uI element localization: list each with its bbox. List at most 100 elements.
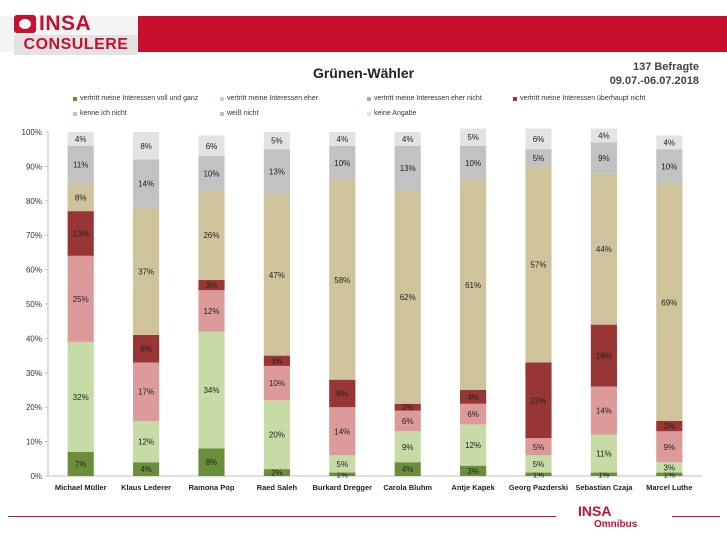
- bar-segment: [329, 145, 356, 181]
- bar-segment: [394, 462, 421, 476]
- legend-swatch: [367, 96, 371, 101]
- bar-data-label: 5%: [533, 460, 545, 469]
- bar-segment: [198, 290, 225, 332]
- x-category-label: Georg Pazderski: [509, 483, 568, 492]
- bar-segment: [67, 451, 94, 476]
- legend-swatch: [73, 96, 77, 101]
- x-category-label: Raed Saleh: [257, 483, 298, 492]
- respondents-count: 137 Befragte: [632, 61, 699, 73]
- legend-item: kenne ich nicht: [73, 110, 127, 117]
- y-tick-label: 80%: [26, 197, 42, 206]
- bar-segment: [263, 400, 290, 470]
- bar-data-label: 5%: [533, 443, 545, 452]
- x-category-label: Sebastian Czaja: [575, 483, 633, 492]
- bar-segment: [133, 159, 160, 208]
- bar-data-label: 12%: [203, 307, 219, 316]
- bar-segment: [394, 145, 421, 191]
- bar-data-label: 25%: [73, 295, 89, 304]
- legend-swatch: [73, 111, 77, 116]
- bar-segment: [590, 472, 617, 476]
- survey-meta: 137 Befragte 09.07.-06.07.2018: [610, 60, 699, 88]
- bar-segment: [460, 424, 487, 466]
- bar-segment: [198, 135, 225, 157]
- bar-segment: [198, 190, 225, 280]
- bar-data-label: 58%: [334, 276, 350, 285]
- legend-item: vertritt meine Interessen überhaupt nich…: [513, 95, 645, 102]
- bar-segment: [329, 407, 356, 456]
- bar-data-label: 1%: [337, 470, 349, 479]
- legend-item: vertritt meine Interessen eher: [220, 95, 318, 102]
- bar-data-label: 5%: [337, 460, 349, 469]
- legend-item: keine Angabe: [367, 110, 416, 117]
- bar-data-label: 3%: [664, 463, 676, 472]
- bar-segment: [67, 255, 94, 342]
- bar-segment: [656, 472, 683, 476]
- bar-segment: [460, 128, 487, 146]
- bar-segment: [263, 193, 290, 356]
- x-category-label: Antje Kapek: [451, 483, 495, 492]
- x-category-label: Marcel Luthe: [646, 483, 692, 492]
- bar-segment: [525, 362, 552, 439]
- bar-segment: [263, 355, 290, 366]
- bar-data-label: 1%: [533, 470, 545, 479]
- logo-top-row: INSA: [14, 13, 91, 34]
- chart-title: Grünen-Wähler: [312, 65, 415, 81]
- x-category-label: Burkard Dregger: [312, 483, 372, 492]
- legend-item: vertritt meine Interessen voll und ganz: [73, 95, 198, 102]
- bar-data-label: 14%: [596, 407, 612, 416]
- bar-data-label: 4%: [467, 393, 479, 402]
- bar-segment: [590, 173, 617, 325]
- bar-segment: [460, 465, 487, 476]
- bar-data-label: 5%: [271, 137, 283, 146]
- bar-data-label: 1%: [664, 470, 676, 479]
- footer-logo-insa: INSA: [578, 503, 612, 519]
- footer-line-left: [8, 516, 556, 517]
- bar-segment: [329, 180, 356, 380]
- bar-data-label: 14%: [334, 427, 350, 436]
- bar-data-label: 8%: [140, 142, 152, 151]
- bar-data-label: 32%: [73, 393, 89, 402]
- bar-data-label: 6%: [467, 410, 479, 419]
- bar-segment: [394, 132, 421, 146]
- bar-segment: [198, 448, 225, 476]
- bar-segment: [525, 166, 552, 363]
- bar-segment: [656, 462, 683, 473]
- bar-data-label: 69%: [661, 298, 677, 307]
- bar-data-label: 37%: [138, 267, 154, 276]
- bar-segment: [67, 211, 94, 256]
- bar-data-label: 13%: [400, 164, 416, 173]
- bar-data-label: 10%: [203, 169, 219, 178]
- bar-data-label: 6%: [402, 417, 414, 426]
- bar-data-label: 11%: [73, 161, 88, 170]
- y-tick-label: 40%: [26, 334, 42, 343]
- bar-data-label: 8%: [75, 193, 87, 202]
- bar-segment: [590, 128, 617, 143]
- bar-data-label: 34%: [203, 386, 219, 395]
- bar-segment: [394, 431, 421, 463]
- bar-data-label: 20%: [269, 431, 285, 440]
- bar-segment: [394, 410, 421, 432]
- legend-label: vertritt meine Interessen eher: [227, 95, 319, 102]
- bar-segment: [133, 132, 160, 160]
- legend-label: kenne ich nicht: [80, 110, 127, 117]
- x-category-label: Michael Müller: [55, 483, 107, 492]
- bar-data-label: 10%: [269, 379, 285, 388]
- bar-data-label: 4%: [664, 138, 676, 147]
- bar-data-label: 2%: [271, 469, 283, 478]
- bar-data-label: 6%: [533, 135, 545, 144]
- bar-segment: [525, 128, 552, 150]
- bar-data-label: 62%: [400, 293, 416, 302]
- bar-segment: [590, 324, 617, 387]
- x-category-label: Ramona Pop: [189, 483, 235, 492]
- bar-segment: [67, 145, 94, 184]
- bar-data-label: 13%: [73, 229, 89, 238]
- bar-data-label: 8%: [337, 389, 349, 398]
- bar-segment: [460, 390, 487, 404]
- legend-swatch: [513, 96, 517, 101]
- bar-segment: [656, 149, 683, 184]
- bar-segment: [133, 462, 160, 476]
- bar-data-label: 12%: [465, 441, 481, 450]
- bar-data-label: 11%: [596, 450, 611, 459]
- bar-segment: [460, 145, 487, 181]
- insa-mark-icon: [14, 14, 36, 33]
